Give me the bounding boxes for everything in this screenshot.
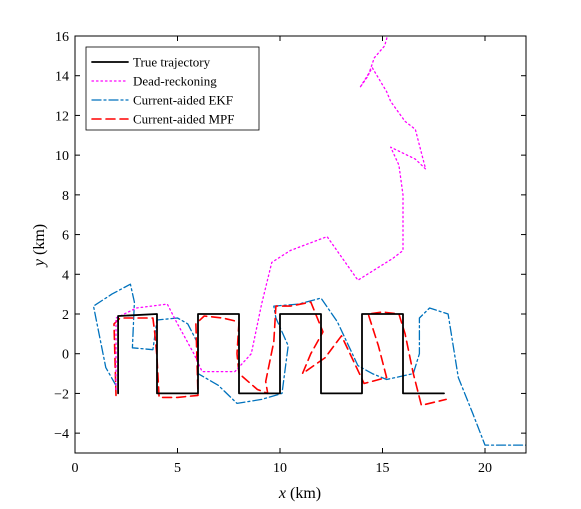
x-tick-label: 20 — [478, 461, 492, 476]
y-tick-label: 4 — [62, 268, 69, 283]
series-line-dead-reckoning — [115, 36, 427, 391]
y-tick-label: 0 — [62, 348, 69, 363]
y-tick-label: 2 — [62, 308, 69, 323]
legend-box — [85, 46, 260, 131]
y-tick-label: 14 — [55, 70, 69, 85]
series-line-current-aided-mpf — [113, 301, 447, 407]
y-tick-label: −2 — [54, 387, 69, 402]
legend-label: True trajectory — [133, 55, 211, 70]
x-axis-label: x (km) — [278, 485, 321, 502]
series-layer — [92, 36, 526, 446]
axis-ticks: 0 5 10 15 20 −4 −2 0 2 4 6 8 10 12 14 16 — [54, 30, 526, 476]
y-tick-label: 6 — [62, 229, 69, 244]
series-line-true-trajectory — [117, 313, 445, 395]
y-tick-label: −4 — [54, 427, 69, 442]
y-axis-label: y (km) — [31, 224, 48, 268]
x-tick-label: 15 — [376, 461, 390, 476]
x-tick-label: 10 — [273, 461, 287, 476]
legend-label: Current-aided MPF — [133, 112, 234, 127]
legend-label: Current-aided EKF — [133, 93, 233, 108]
x-tick-label: 5 — [174, 461, 181, 476]
y-tick-label: 12 — [55, 109, 69, 124]
x-tick-label: 0 — [72, 461, 79, 476]
y-tick-label: 16 — [55, 30, 69, 45]
plot-frame — [74, 35, 527, 454]
legend-label: Dead-reckoning — [133, 74, 217, 89]
legend: True trajectory Dead-reckoning Current-aid… — [85, 46, 260, 131]
y-tick-label: 8 — [62, 189, 69, 204]
y-tick-label: 10 — [55, 149, 69, 164]
series-line-current-aided-ekf — [92, 283, 526, 446]
